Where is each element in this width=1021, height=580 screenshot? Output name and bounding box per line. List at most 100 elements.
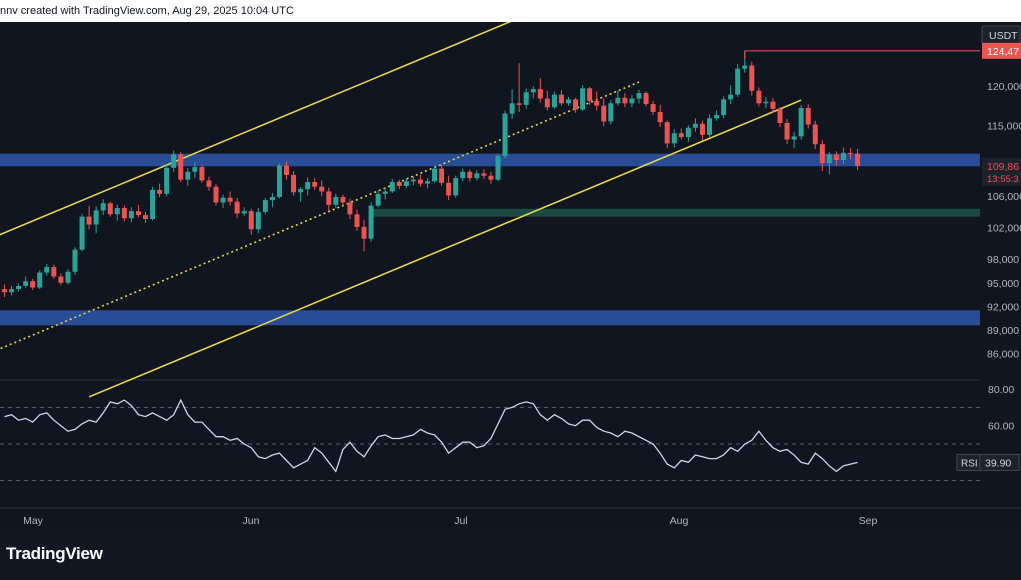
candle-body (699, 123, 705, 135)
candle-body (833, 154, 839, 160)
channel-line-dotted-1[interactable] (0, 81, 640, 385)
candle-body (375, 193, 381, 206)
candle-body (382, 191, 388, 194)
last-price-badge-bg (982, 157, 1021, 186)
candle-body (735, 68, 741, 95)
candle-body (241, 211, 247, 214)
candle-body (650, 104, 656, 112)
candle-body (777, 108, 783, 123)
rsi-last-value: 39.90 (985, 457, 1011, 469)
candle-body (840, 152, 846, 160)
high-price-label: 124,47 (987, 46, 1019, 58)
x-tick-label: Jun (243, 515, 260, 527)
footer-bar: TradingView (0, 530, 1021, 580)
candle-body (657, 111, 663, 123)
candle-body (319, 186, 325, 192)
candle-body (213, 186, 219, 203)
candle-body (826, 154, 832, 164)
candle-body (305, 182, 311, 190)
candle-body (812, 124, 818, 145)
candle-body (643, 93, 649, 105)
candle-body (206, 180, 212, 187)
candle-body (566, 99, 571, 104)
candle-body (291, 174, 297, 193)
candle-body (791, 136, 797, 140)
candle-body (580, 88, 586, 110)
candle-body (537, 89, 543, 99)
candle-body (248, 211, 254, 230)
candle-body (185, 171, 191, 180)
channel-line-solid-0[interactable] (0, 0, 639, 271)
candle-body (157, 189, 163, 194)
candle-body (558, 94, 564, 104)
candle-body (502, 113, 508, 157)
chart-area[interactable]: 120,000115,000110,000106,000102,00098,00… (0, 0, 1021, 530)
rsi-tick-label: 80.00 (988, 384, 1014, 396)
candle-body (58, 276, 64, 283)
candle-body (594, 100, 600, 106)
candle-body (368, 205, 374, 239)
price-tick-label: 102,000 (987, 223, 1021, 235)
candle-body (432, 168, 438, 182)
candle-body (86, 216, 92, 225)
candle-body (65, 271, 71, 283)
candle-body (269, 196, 275, 201)
candle-body (446, 182, 452, 196)
candle-body (234, 201, 240, 214)
candle-body (544, 98, 550, 108)
header-caption: nnv created with TradingView.com, Aug 29… (0, 5, 294, 17)
candle-body (347, 202, 353, 215)
candle-body (530, 89, 536, 93)
candle-body (417, 179, 423, 184)
candle-body (44, 267, 50, 273)
candle-body (523, 92, 529, 105)
candle-body (551, 94, 557, 108)
candle-body (728, 94, 734, 100)
x-tick-label: Jul (454, 515, 467, 527)
candle-body (495, 156, 501, 180)
support-zone (0, 310, 980, 326)
candle-body (79, 216, 85, 250)
candle-body (276, 165, 282, 197)
candle-body (128, 211, 134, 219)
candle-body (30, 281, 36, 288)
candle-body (770, 101, 776, 109)
candle-body (284, 165, 289, 175)
rsi-line[interactable] (4, 398, 858, 473)
candle-body (714, 115, 720, 119)
candle-body (629, 98, 635, 104)
candle-body (255, 211, 261, 230)
price-tick-label: 106,000 (987, 191, 1021, 203)
candle-body (333, 196, 339, 205)
candle-body (9, 289, 15, 293)
candle-body (298, 189, 304, 193)
candle-body (587, 88, 593, 101)
high-price-badge (982, 42, 1021, 59)
candle-body (410, 179, 416, 182)
candle-body (608, 103, 614, 122)
candle-body (671, 133, 677, 144)
rsi-indicator-label: RSI (961, 458, 978, 469)
candle-body (516, 103, 522, 105)
channel-line-solid-2[interactable] (88, 99, 802, 398)
candle-body (143, 215, 148, 220)
chart-svg[interactable]: 120,000115,000110,000106,000102,00098,00… (0, 0, 1021, 530)
rsi-tick-label: 60.00 (988, 421, 1014, 433)
candle-body (425, 181, 430, 184)
candle-body (481, 173, 487, 176)
candle-body (749, 65, 755, 91)
candle-body (509, 103, 515, 114)
last-price-label: 109,86 (987, 161, 1019, 173)
candle-body (685, 127, 691, 138)
rsi-value-badge (956, 453, 1020, 471)
candle-body (798, 108, 804, 137)
candle-body (135, 211, 141, 216)
candle-body (178, 154, 184, 180)
price-axis-strip (980, 22, 1021, 530)
candle-body (107, 203, 113, 215)
candle-body (678, 133, 684, 138)
candle-body (573, 99, 579, 110)
price-tick-label: 98,000 (987, 254, 1019, 266)
candle-body (664, 122, 670, 144)
candle-body (100, 203, 106, 211)
